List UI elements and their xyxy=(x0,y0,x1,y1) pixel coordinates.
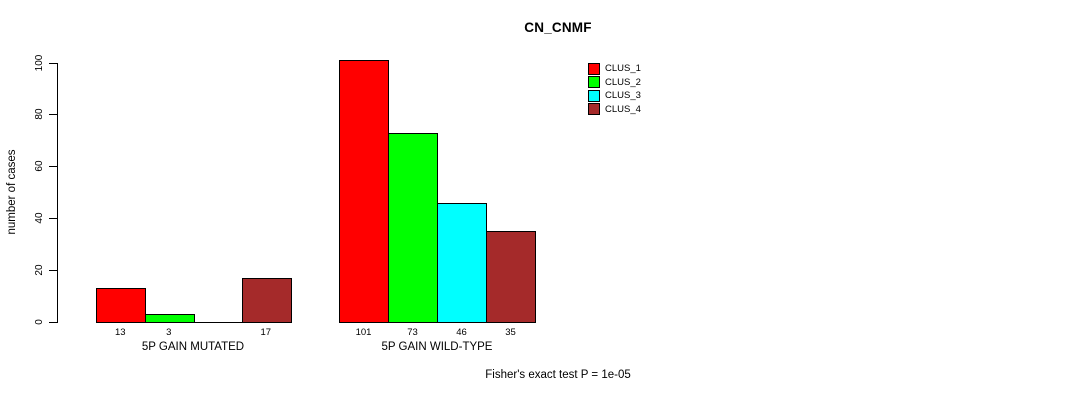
y-axis-tick xyxy=(49,270,57,272)
y-axis-tick-label: 40 xyxy=(34,212,45,224)
legend-item: CLUS_3 xyxy=(588,89,641,103)
group-label: 5P GAIN MUTATED xyxy=(141,341,245,353)
y-axis-tick xyxy=(49,62,57,64)
y-axis-tick-label: 60 xyxy=(34,160,45,172)
legend-swatch xyxy=(588,89,600,102)
bar-value-label: 13 xyxy=(114,327,126,338)
bar xyxy=(437,203,487,323)
legend-item: CLUS_2 xyxy=(588,76,641,90)
group-label: 5P GAIN WILD-TYPE xyxy=(381,341,493,353)
legend-label: CLUS_1 xyxy=(605,63,641,75)
y-axis-tick xyxy=(49,322,57,323)
y-axis-tick-label: 0 xyxy=(34,319,45,325)
legend-item: CLUS_1 xyxy=(588,62,641,76)
bar xyxy=(242,278,292,323)
chart-title: CN_CNMF xyxy=(524,20,592,35)
legend-label: CLUS_4 xyxy=(605,103,641,115)
bar-value-label: 46 xyxy=(456,327,467,338)
legend: CLUS_1 CLUS_2 CLUS_3 CLUS_4 xyxy=(588,62,641,116)
legend-label: CLUS_3 xyxy=(605,90,641,102)
bar-value-label: 3 xyxy=(166,327,172,338)
bar xyxy=(339,60,389,323)
y-axis-tick xyxy=(49,166,57,168)
fisher-test-annotation: Fisher's exact test P = 1e-05 xyxy=(485,369,631,381)
legend-swatch xyxy=(588,103,600,116)
y-axis-line xyxy=(57,62,58,323)
legend-swatch xyxy=(588,62,600,75)
y-axis-tick-label: 100 xyxy=(34,54,45,71)
bar-value-label: 17 xyxy=(260,327,272,338)
bar-value-label: 73 xyxy=(407,327,418,338)
bar-value-label: 35 xyxy=(505,327,516,338)
y-axis-tick-label: 80 xyxy=(34,108,45,120)
legend-label: CLUS_2 xyxy=(605,76,641,88)
legend-item: CLUS_4 xyxy=(588,103,641,117)
bar-value-label: 101 xyxy=(355,327,372,338)
bar xyxy=(388,133,438,323)
y-axis-tick xyxy=(49,114,57,116)
bar xyxy=(96,288,146,323)
y-axis-tick xyxy=(49,218,57,220)
bar-zero-height xyxy=(193,322,243,323)
legend-swatch xyxy=(588,76,600,89)
y-axis-tick-label: 20 xyxy=(34,264,45,276)
bar xyxy=(486,231,536,323)
bar xyxy=(145,314,195,323)
y-axis-label: number of cases xyxy=(6,149,18,235)
